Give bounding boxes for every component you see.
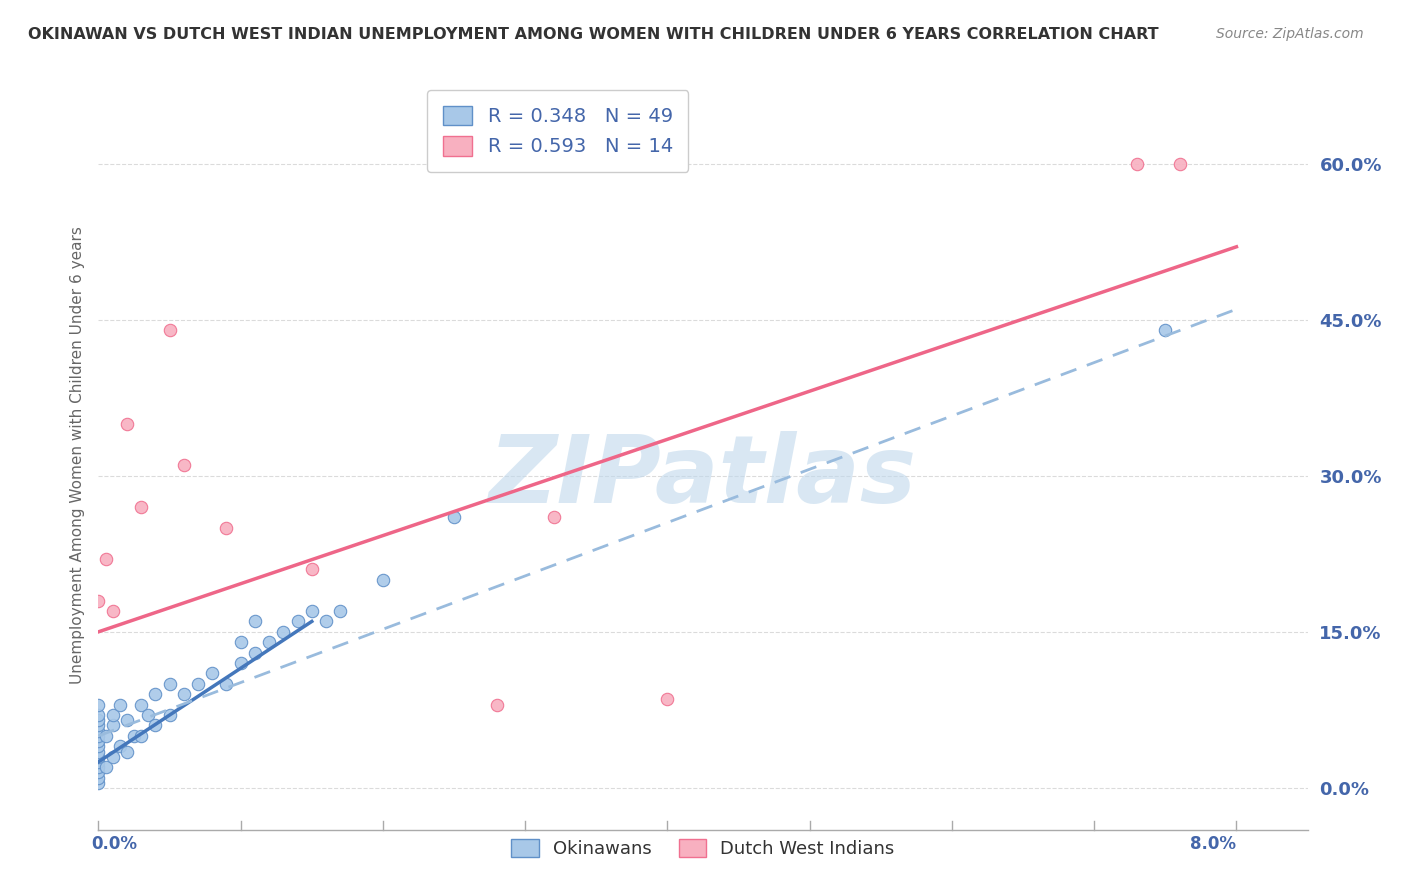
Point <box>87 723 110 738</box>
Point <box>243 615 266 629</box>
Y-axis label: Unemployment Among Women with Children Under 6 years: Unemployment Among Women with Children U… <box>69 226 84 684</box>
Point <box>87 744 110 758</box>
Point <box>543 510 565 524</box>
Point <box>329 604 352 618</box>
Point <box>1154 323 1177 337</box>
Point <box>129 729 152 743</box>
Point <box>87 714 110 728</box>
Point <box>101 749 124 764</box>
Point <box>101 708 124 723</box>
Point <box>87 776 110 790</box>
Point <box>108 698 131 712</box>
Point <box>94 760 117 774</box>
Point <box>159 323 181 337</box>
Point <box>87 698 110 712</box>
Point <box>229 656 252 670</box>
Point <box>315 615 337 629</box>
Point <box>115 744 138 758</box>
Point <box>129 698 152 712</box>
Point <box>187 677 209 691</box>
Point <box>201 666 224 681</box>
Point <box>143 718 166 732</box>
Point <box>229 635 252 649</box>
Point <box>173 458 195 473</box>
Point <box>136 708 159 723</box>
Point <box>87 755 110 769</box>
Text: 8.0%: 8.0% <box>1191 835 1236 853</box>
Point <box>122 729 145 743</box>
Point <box>94 552 117 566</box>
Point <box>101 604 124 618</box>
Text: ZIPatlas: ZIPatlas <box>489 432 917 524</box>
Point <box>108 739 131 754</box>
Point <box>1168 156 1191 170</box>
Point <box>301 562 323 576</box>
Point <box>87 760 110 774</box>
Point <box>215 677 238 691</box>
Point <box>87 749 110 764</box>
Point <box>159 677 181 691</box>
Text: OKINAWAN VS DUTCH WEST INDIAN UNEMPLOYMENT AMONG WOMEN WITH CHILDREN UNDER 6 YEA: OKINAWAN VS DUTCH WEST INDIAN UNEMPLOYME… <box>28 27 1159 42</box>
Point <box>243 646 266 660</box>
Point <box>87 729 110 743</box>
Legend: Okinawans, Dutch West Indians: Okinawans, Dutch West Indians <box>505 831 901 865</box>
Point <box>1126 156 1149 170</box>
Point <box>87 593 110 607</box>
Text: Source: ZipAtlas.com: Source: ZipAtlas.com <box>1216 27 1364 41</box>
Point <box>143 687 166 701</box>
Point <box>87 718 110 732</box>
Point <box>87 708 110 723</box>
Point <box>101 718 124 732</box>
Point <box>273 624 295 639</box>
Point <box>159 708 181 723</box>
Point <box>94 729 117 743</box>
Point <box>115 417 138 431</box>
Point <box>87 734 110 748</box>
Point <box>87 771 110 785</box>
Point <box>443 510 465 524</box>
Point <box>173 687 195 701</box>
Point <box>115 714 138 728</box>
Point <box>287 615 309 629</box>
Point <box>657 692 679 706</box>
Point <box>215 521 238 535</box>
Point <box>87 765 110 780</box>
Point <box>257 635 280 649</box>
Point <box>371 573 394 587</box>
Point <box>87 739 110 754</box>
Point <box>301 604 323 618</box>
Text: 0.0%: 0.0% <box>91 835 138 853</box>
Point <box>485 698 508 712</box>
Point <box>129 500 152 514</box>
